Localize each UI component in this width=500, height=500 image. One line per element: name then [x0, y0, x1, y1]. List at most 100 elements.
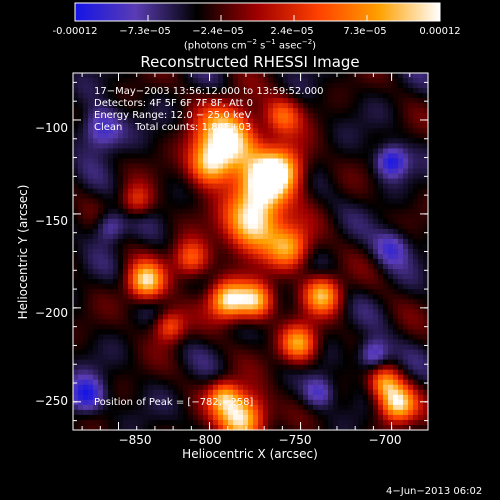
heatmap-cell	[123, 103, 129, 109]
heatmap-cell	[233, 334, 239, 341]
heatmap-cell	[263, 324, 269, 331]
heatmap-cell	[158, 319, 164, 326]
heatmap-cell	[328, 259, 334, 265]
heatmap-cell	[243, 228, 249, 235]
heatmap-cell	[348, 409, 354, 416]
heatmap-cell	[183, 238, 189, 245]
heatmap-cell	[88, 193, 94, 200]
heatmap-cell	[303, 178, 309, 185]
heatmap-cell	[208, 143, 214, 150]
heatmap-cell	[243, 279, 249, 285]
heatmap-cell	[148, 354, 154, 361]
heatmap-cell	[228, 168, 234, 175]
heatmap-cell	[223, 108, 229, 114]
heatmap-cell	[328, 294, 334, 300]
heatmap-cell	[298, 203, 304, 210]
heatmap-cell	[148, 329, 154, 336]
heatmap-cell	[338, 394, 344, 401]
heatmap-cell	[378, 294, 384, 300]
heatmap-cell	[368, 349, 374, 356]
heatmap-cell	[83, 73, 89, 79]
heatmap-cell	[233, 409, 239, 416]
heatmap-cell	[283, 83, 289, 89]
heatmap-cell	[103, 414, 109, 421]
heatmap-cell	[113, 324, 119, 331]
heatmap-cell	[128, 173, 134, 180]
heatmap-cell	[393, 168, 399, 175]
heatmap-cell	[228, 304, 234, 310]
heatmap-cell	[328, 93, 334, 99]
heatmap-cell	[363, 419, 369, 426]
heatmap-cell	[368, 419, 374, 426]
heatmap-cell	[128, 404, 134, 411]
heatmap-cell	[118, 228, 124, 235]
heatmap-cell	[378, 133, 384, 139]
heatmap-cell	[203, 314, 209, 320]
heatmap-cell	[318, 319, 324, 326]
heatmap-cell	[198, 88, 204, 94]
heatmap-cell	[253, 329, 259, 336]
heatmap-cell	[258, 218, 264, 225]
heatmap-cell	[103, 369, 109, 376]
heatmap-cell	[238, 128, 244, 134]
heatmap-cell	[283, 319, 289, 326]
heatmap-cell	[203, 163, 209, 170]
heatmap-cell	[353, 384, 359, 391]
heatmap-cell	[208, 299, 214, 305]
heatmap-cell	[253, 279, 259, 285]
heatmap-cell	[123, 168, 129, 175]
heatmap-cell	[83, 349, 89, 356]
heatmap-cell	[263, 103, 269, 109]
heatmap-cell	[413, 93, 419, 99]
heatmap-cell	[303, 228, 309, 235]
heatmap-cell	[213, 284, 219, 290]
heatmap-cell	[363, 183, 369, 190]
heatmap-cell	[103, 203, 109, 210]
heatmap-cell	[313, 208, 319, 215]
heatmap-cell	[338, 349, 344, 356]
heatmap-cell	[363, 118, 369, 124]
heatmap-cell	[393, 103, 399, 109]
heatmap-cell	[103, 183, 109, 190]
heatmap-cell	[348, 188, 354, 195]
heatmap-cell	[268, 78, 274, 84]
heatmap-cell	[343, 168, 349, 175]
heatmap-cell	[113, 274, 119, 280]
heatmap-cell	[193, 193, 199, 200]
heatmap-cell	[73, 108, 79, 114]
heatmap-cell	[313, 188, 319, 195]
heatmap-cell	[283, 274, 289, 280]
heatmap-cell	[118, 153, 124, 160]
heatmap-cell	[418, 274, 424, 280]
heatmap-cell	[418, 138, 424, 144]
heatmap-cell	[233, 364, 239, 371]
heatmap-cell	[108, 384, 114, 391]
heatmap-cell	[283, 103, 289, 109]
heatmap-cell	[323, 163, 329, 170]
heatmap-cell	[168, 324, 174, 331]
heatmap-cell	[373, 128, 379, 134]
heatmap-cell	[153, 93, 159, 99]
heatmap-cell	[148, 259, 154, 265]
heatmap-cell	[103, 88, 109, 94]
heatmap-cell	[293, 359, 299, 366]
heatmap-cell	[268, 83, 274, 89]
heatmap-cell	[168, 349, 174, 356]
heatmap-cell	[218, 188, 224, 195]
heatmap-cell	[88, 223, 94, 230]
heatmap-cell	[73, 223, 79, 230]
colorbar	[74, 2, 441, 22]
heatmap-cell	[158, 83, 164, 89]
heatmap-cell	[188, 259, 194, 265]
heatmap-cell	[83, 153, 89, 160]
heatmap-cell	[418, 208, 424, 215]
heatmap-cell	[413, 404, 419, 411]
heatmap-cell	[328, 379, 334, 386]
heatmap-cell	[138, 233, 144, 240]
heatmap-cell	[323, 213, 329, 220]
heatmap-cell	[133, 284, 139, 290]
heatmap-cell	[268, 153, 274, 160]
heatmap-cell	[378, 153, 384, 160]
heatmap-cell	[178, 314, 184, 320]
heatmap-cell	[313, 379, 319, 386]
